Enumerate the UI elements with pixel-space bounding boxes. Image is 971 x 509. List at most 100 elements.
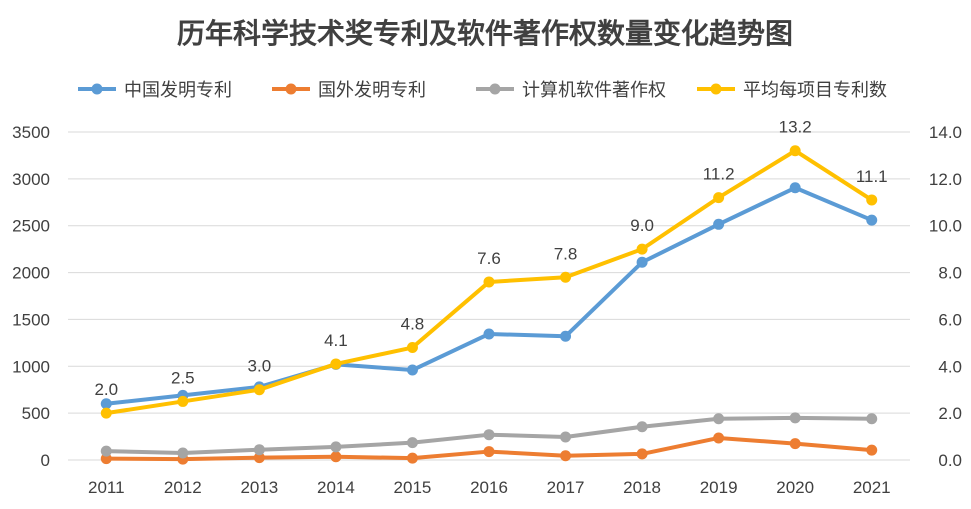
x-tick-label: 2016 <box>470 478 508 497</box>
y-right-tick-label: 2.0 <box>938 404 962 423</box>
data-point <box>253 384 265 396</box>
data-point <box>406 452 418 464</box>
y-left-tick-label: 3500 <box>12 123 50 142</box>
x-tick-label: 2021 <box>853 478 891 497</box>
data-label: 13.2 <box>779 118 812 137</box>
data-point <box>866 444 878 456</box>
legend: 中国发明专利 国外发明专利 计算机软件著作权 平均每项目专利数 <box>78 80 887 101</box>
y-left-tick-label: 2000 <box>12 264 50 283</box>
legend-item: 中国发明专利 <box>78 80 232 101</box>
data-point <box>253 444 265 456</box>
data-point <box>406 364 418 376</box>
legend-swatch-marker <box>91 83 103 95</box>
data-point <box>866 214 878 226</box>
data-label: 11.2 <box>703 165 735 184</box>
series-line <box>104 185 874 406</box>
data-label: 4.1 <box>324 331 348 350</box>
y-right-tick-label: 10.0 <box>929 217 962 236</box>
x-tick-label: 2019 <box>700 478 738 497</box>
chart-title: 历年科学技术奖专利及软件著作权数量变化趋势图 <box>177 17 793 50</box>
y-left-tick-label: 1000 <box>12 357 50 376</box>
data-point <box>100 407 112 419</box>
data-label: 2.5 <box>171 368 195 387</box>
data-point <box>560 330 572 342</box>
data-point <box>483 328 495 340</box>
legend-label: 计算机软件著作权 <box>522 80 666 101</box>
data-label: 11.1 <box>856 167 888 186</box>
data-point <box>483 446 495 458</box>
gridlines <box>68 131 910 461</box>
y-right-tick-label: 8.0 <box>938 264 962 283</box>
legend-swatch-marker <box>285 83 297 95</box>
data-point <box>100 445 112 457</box>
x-tick-label: 2018 <box>623 478 661 497</box>
x-tick-label: 2020 <box>776 478 814 497</box>
y-right-tick-label: 6.0 <box>938 310 962 329</box>
data-labels: 2.0 2.5 3.0 4.1 4.8 7.6 7.8 9.0 11.2 13.2 11.1 <box>94 118 887 399</box>
legend-label: 平均每项目专利数 <box>743 80 887 101</box>
data-point <box>177 447 189 459</box>
data-point <box>713 432 725 444</box>
data-point <box>636 421 648 433</box>
data-point <box>789 182 801 194</box>
data-label: 7.8 <box>554 244 578 263</box>
series-lines <box>100 145 878 465</box>
data-label: 7.6 <box>477 249 501 268</box>
data-point <box>789 412 801 424</box>
data-point <box>636 256 648 268</box>
x-axis: 2011 2012 2013 2014 2015 2016 2017 2018 2019 2020… <box>88 478 891 497</box>
data-point <box>330 358 342 370</box>
y-right-tick-label: 14.0 <box>929 123 962 142</box>
y-right-tick-label: 0.0 <box>938 451 962 470</box>
data-point <box>330 441 342 453</box>
data-point <box>713 192 725 204</box>
legend-swatch-marker <box>710 83 722 95</box>
y-right-tick-label: 12.0 <box>929 170 962 189</box>
data-point <box>177 395 189 407</box>
series-1 <box>100 182 878 410</box>
x-tick-label: 2014 <box>317 478 355 497</box>
y-left-tick-label: 0 <box>41 451 50 470</box>
data-point <box>406 437 418 449</box>
x-tick-label: 2013 <box>240 478 278 497</box>
series-2 <box>100 432 878 465</box>
y-left-tick-label: 2500 <box>12 217 50 236</box>
data-point <box>253 452 265 464</box>
data-point <box>789 438 801 450</box>
data-point <box>636 448 648 460</box>
data-point <box>406 342 418 354</box>
y-left-tick-label: 1500 <box>12 310 50 329</box>
data-point <box>483 429 495 441</box>
y-axis-left: 0 500 1000 1500 2000 2500 3000 3500 <box>12 123 50 470</box>
data-point <box>483 276 495 288</box>
legend-label: 国外发明专利 <box>318 80 426 101</box>
data-label: 9.0 <box>630 216 654 235</box>
data-point <box>560 271 572 283</box>
data-point <box>330 451 342 463</box>
series-3 <box>100 412 878 459</box>
legend-item: 计算机软件著作权 <box>476 80 666 101</box>
legend-swatch-marker <box>489 83 501 95</box>
data-point <box>866 194 878 206</box>
x-tick-label: 2017 <box>547 478 585 497</box>
data-point <box>713 413 725 425</box>
legend-item: 平均每项目专利数 <box>697 80 887 101</box>
data-point <box>636 243 648 255</box>
x-tick-label: 2015 <box>394 478 432 497</box>
data-point <box>713 218 725 230</box>
y-left-tick-label: 500 <box>22 404 50 423</box>
legend-label: 中国发明专利 <box>124 80 232 101</box>
y-axis-right: 0.0 2.0 4.0 6.0 8.0 10.0 12.0 14.0 <box>929 123 962 470</box>
data-point <box>560 431 572 443</box>
data-point <box>100 398 112 410</box>
x-tick-label: 2012 <box>164 478 202 497</box>
data-point <box>866 413 878 425</box>
data-label: 4.8 <box>401 315 425 334</box>
legend-item: 国外发明专利 <box>272 80 426 101</box>
y-right-tick-label: 4.0 <box>938 357 962 376</box>
data-point <box>560 450 572 462</box>
data-point <box>789 145 801 157</box>
series-4 <box>100 145 878 419</box>
x-tick-label: 2011 <box>88 478 125 497</box>
